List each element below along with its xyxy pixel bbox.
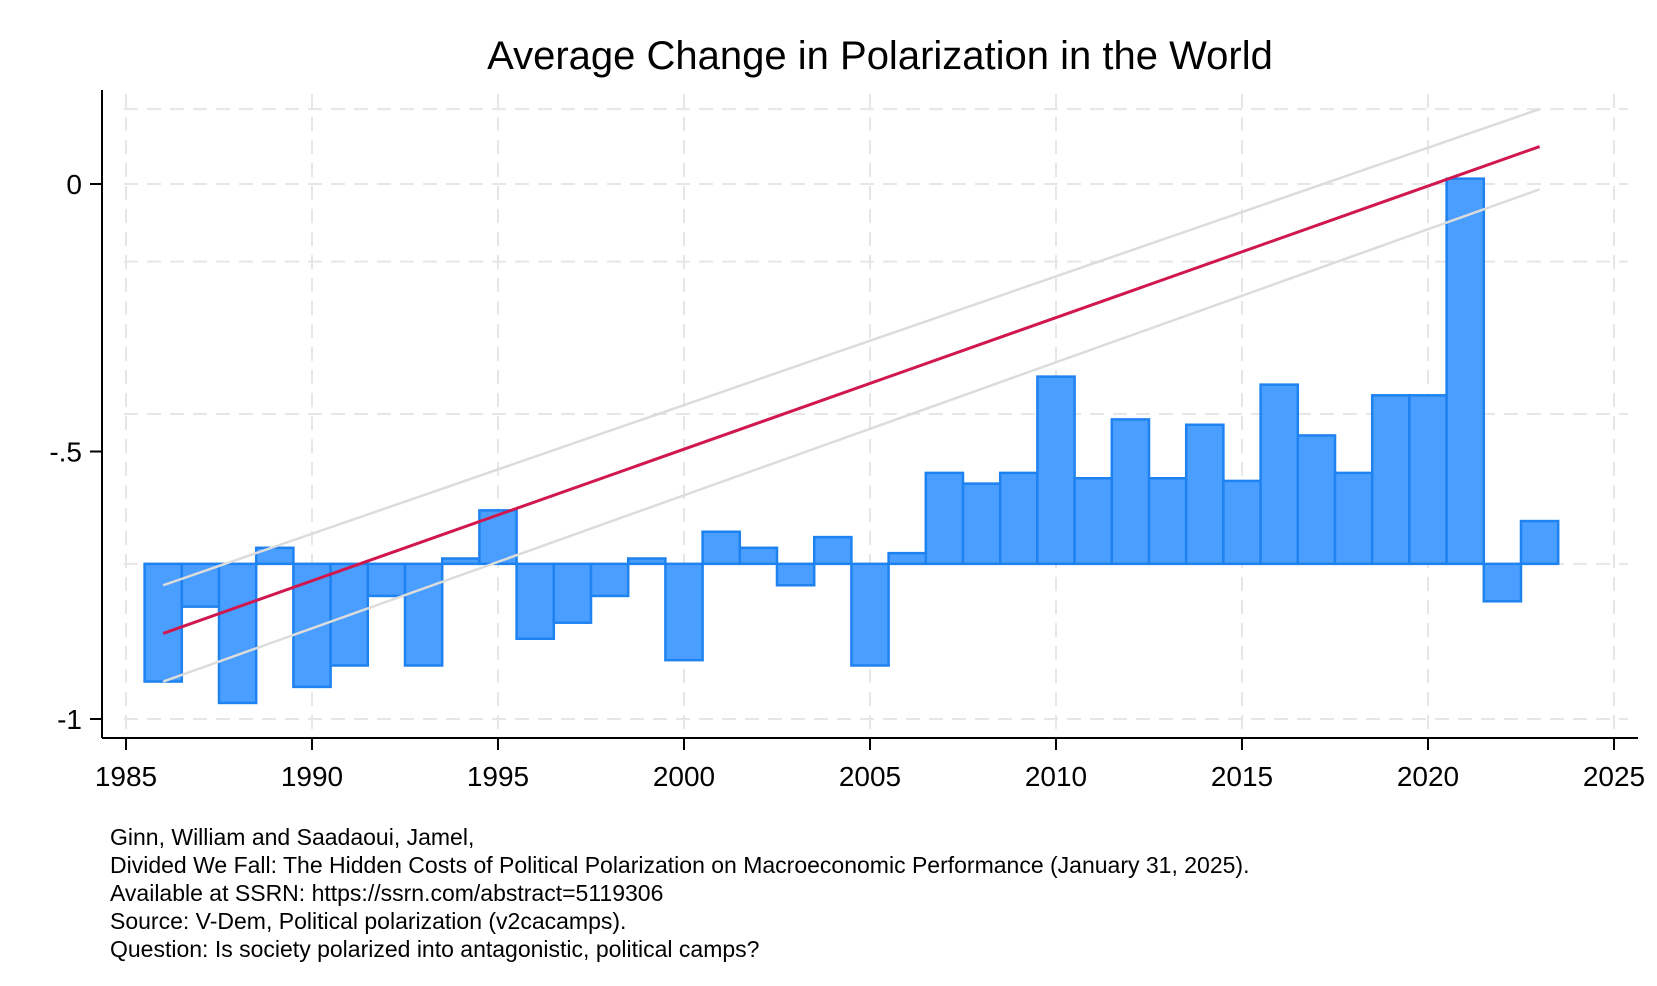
bar-2003 [775, 562, 816, 587]
bar-2022 [1482, 562, 1523, 603]
x-tick-label-2020: 2020 [1397, 761, 1459, 792]
citation-title: Divided We Fall: The Hidden Costs of Pol… [110, 852, 1250, 878]
chart-title: Average Change in Polarization in the Wo… [487, 34, 1273, 78]
bar-1998 [589, 562, 630, 598]
y-tick-label: -1 [57, 704, 82, 735]
bars-layer [143, 177, 1560, 705]
bar-2000 [664, 562, 704, 662]
axes-layer: 1985 1990 1995 2000 2005 2010 2015 2020 2025 0 -.5… [49, 90, 1645, 792]
bar-1987 [180, 562, 221, 608]
bar-2017 [1296, 434, 1337, 566]
ci-upper-line [162, 107, 1541, 587]
x-tick-label-2000: 2000 [653, 761, 715, 792]
bar-1997 [552, 562, 593, 624]
source-note: Source: V-Dem, Political polarization (v… [110, 908, 627, 934]
bar-2016 [1259, 383, 1300, 566]
bar-1992 [366, 562, 407, 598]
y-tick-label: 0 [66, 169, 82, 200]
bar-2004 [812, 535, 853, 566]
y-tick-label: -.5 [49, 437, 82, 468]
bar-2006 [887, 551, 928, 566]
ci-lower-line [162, 188, 1541, 683]
citation-authors: Ginn, William and Saadaoui, Jamel, [110, 824, 475, 850]
bar-1988 [217, 562, 258, 705]
bar-2007 [924, 471, 965, 566]
bar-1996 [515, 562, 556, 640]
bar-2005 [850, 562, 890, 667]
bar-2001 [701, 530, 742, 566]
bar-1993 [403, 562, 444, 667]
lines-layer [162, 107, 1541, 683]
bar-2015 [1222, 479, 1262, 566]
bar-1986 [143, 562, 184, 683]
citation-url: Available at SSRN: https://ssrn.com/abst… [110, 880, 664, 906]
x-tick-label-1990: 1990 [281, 761, 343, 792]
bar-2023 [1519, 519, 1560, 566]
bar-1994 [440, 557, 481, 566]
bar-2009 [998, 471, 1039, 566]
fit-line [162, 145, 1541, 635]
x-tick-label-2005: 2005 [839, 761, 901, 792]
bar-2002 [738, 546, 779, 566]
bar-2013 [1147, 477, 1188, 566]
bar-2020 [1408, 394, 1448, 566]
question-note: Question: Is society polarized into anta… [110, 936, 760, 962]
bar-2019 [1370, 394, 1411, 566]
x-tick-label-1995: 1995 [467, 761, 529, 792]
x-tick-label-2015: 2015 [1211, 761, 1273, 792]
x-tick-label-1985: 1985 [95, 761, 157, 792]
bar-2008 [961, 482, 1002, 566]
bar-2011 [1073, 477, 1114, 566]
bar-2021 [1445, 177, 1486, 566]
bar-2018 [1333, 471, 1374, 566]
bar-2012 [1110, 418, 1151, 566]
x-tick-label-2025: 2025 [1583, 761, 1645, 792]
bar-1999 [626, 557, 667, 566]
x-tick-label-2010: 2010 [1025, 761, 1087, 792]
bar-2014 [1184, 423, 1225, 566]
bar-2010 [1036, 375, 1076, 566]
